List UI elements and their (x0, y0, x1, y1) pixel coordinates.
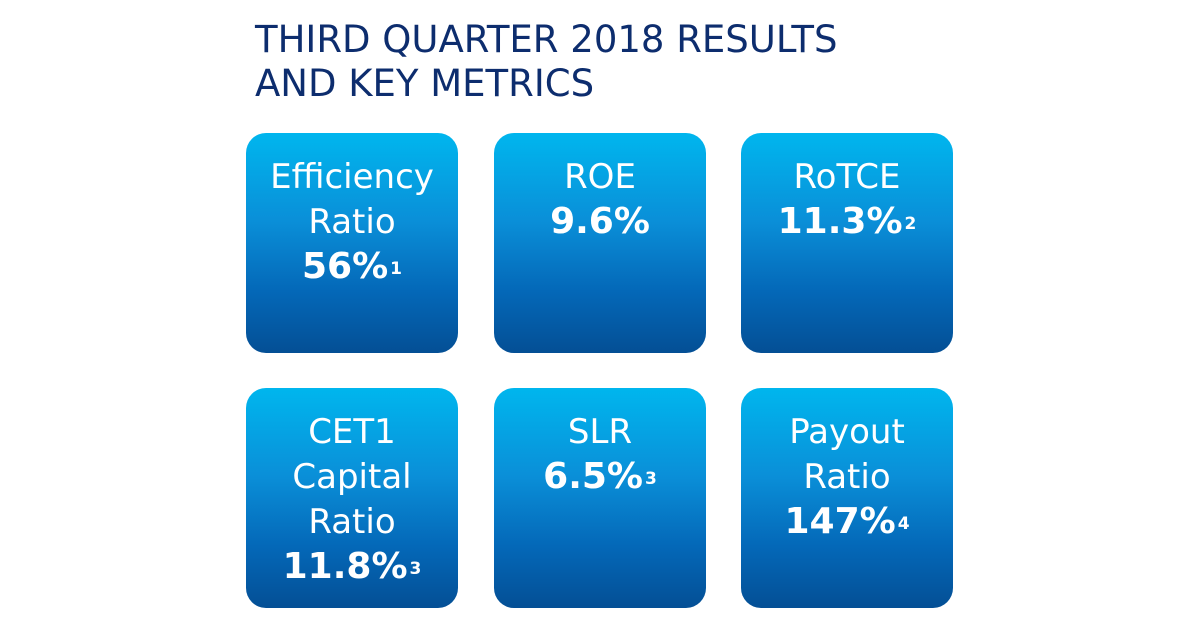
metric-value: 56% 1 (301, 246, 402, 287)
footnote-marker: 1 (390, 259, 402, 279)
footnote-marker: 3 (645, 469, 657, 489)
metric-label: Ratio (308, 502, 396, 542)
metric-label: Ratio (308, 202, 396, 242)
metric-tile-payout-ratio: Payout Ratio 147% 4 (741, 388, 953, 608)
metric-label: RoTCE (793, 157, 901, 197)
metric-label: Capital (292, 457, 412, 497)
metric-label: Ratio (803, 457, 891, 497)
footnote-marker: 4 (897, 514, 910, 534)
metric-tile-efficiency-ratio: Efficiency Ratio 56% 1 (246, 133, 458, 353)
metric-tile-roe: ROE 9.6% (494, 133, 706, 353)
metric-tile-rotce: RoTCE 11.3% 2 (741, 133, 953, 353)
footnote-marker: 2 (904, 214, 917, 234)
metric-value: 147% 4 (784, 501, 910, 542)
metric-label: CET1 (308, 412, 396, 452)
metric-tile-slr: SLR 6.5% 3 (494, 388, 706, 608)
metric-label: SLR (567, 412, 633, 452)
metric-label: Payout (789, 412, 905, 452)
title-line-2: AND KEY METRICS (255, 62, 595, 105)
metric-tile-cet1-capital-ratio: CET1 Capital Ratio 11.8% 3 (246, 388, 458, 608)
metric-label: Efficiency (270, 157, 434, 197)
page-title: THIRD QUARTER 2018 RESULTS AND KEY METRI… (255, 18, 837, 106)
metric-value: 11.8% 3 (282, 546, 422, 587)
title-line-1: THIRD QUARTER 2018 RESULTS (255, 18, 838, 61)
metric-value: 9.6% (550, 201, 650, 242)
metric-value: 6.5% 3 (543, 456, 657, 497)
metric-value: 11.3% 2 (777, 201, 917, 242)
metric-label: ROE (564, 157, 636, 197)
footnote-marker: 3 (409, 559, 422, 579)
